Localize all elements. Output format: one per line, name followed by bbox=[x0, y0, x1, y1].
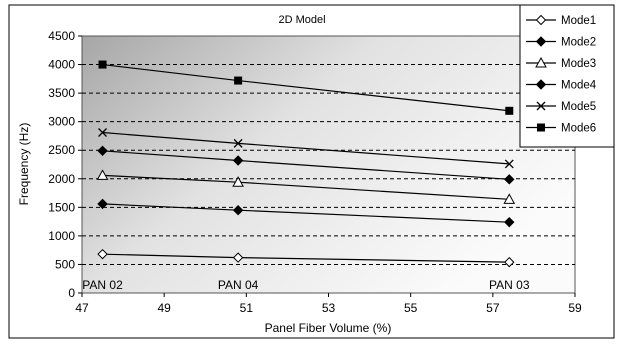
data-point bbox=[504, 256, 515, 268]
plot-area bbox=[81, 35, 576, 294]
legend-entry: Mode4 bbox=[526, 79, 597, 92]
point-label: PAN 04 bbox=[218, 278, 259, 292]
y-tick-labels: 0 500 1000 1500 2000 2500 3000 3500 4000 4500 bbox=[48, 29, 82, 300]
series-mode3 bbox=[96, 169, 516, 204]
data-point bbox=[232, 252, 244, 263]
data-point bbox=[505, 106, 514, 115]
data-point bbox=[98, 60, 107, 69]
data-point bbox=[536, 101, 546, 111]
y-tick-label: 4500 bbox=[48, 29, 75, 43]
series-layer bbox=[96, 60, 516, 268]
legend-entry: Mode1 bbox=[526, 14, 596, 27]
y-tick-label: 3000 bbox=[48, 115, 75, 129]
data-point bbox=[503, 193, 516, 204]
data-point bbox=[535, 56, 547, 68]
series-mode1 bbox=[97, 248, 515, 268]
legend-entry: Mode3 bbox=[526, 56, 596, 70]
chart-title: 2D Model bbox=[278, 14, 325, 26]
series-mode6 bbox=[98, 60, 514, 115]
point-labels: PAN 02 PAN 04 PAN 03 bbox=[82, 278, 530, 292]
legend-entry: Mode5 bbox=[526, 101, 596, 113]
y-tick-label: 1000 bbox=[48, 229, 75, 243]
y-tick-label: 0 bbox=[68, 286, 75, 300]
x-tick-label: 49 bbox=[157, 301, 171, 315]
legend-box bbox=[519, 4, 615, 148]
legend-label: Mode4 bbox=[561, 80, 597, 92]
legend-entry: Mode2 bbox=[526, 36, 596, 49]
legend-label: Mode2 bbox=[561, 37, 596, 49]
x-tick-label: 53 bbox=[322, 301, 336, 315]
legend-label: Mode1 bbox=[561, 15, 596, 27]
data-point bbox=[98, 128, 108, 137]
legend-label: Mode6 bbox=[561, 123, 596, 135]
data-point bbox=[97, 198, 108, 210]
data-point bbox=[97, 145, 108, 157]
series-mode2 bbox=[97, 198, 515, 228]
data-point bbox=[504, 216, 515, 228]
y-axis-label: Frequency (Hz) bbox=[17, 123, 31, 206]
data-point bbox=[537, 123, 545, 132]
legend-label: Mode3 bbox=[561, 58, 596, 70]
data-point bbox=[232, 204, 244, 216]
data-point bbox=[535, 36, 547, 47]
x-tick-label: 47 bbox=[75, 301, 89, 315]
y-tick-label: 1500 bbox=[48, 200, 75, 214]
data-point bbox=[96, 169, 109, 180]
x-tick-label: 55 bbox=[404, 301, 418, 315]
x-axis-label: Panel Fiber Volume (%) bbox=[265, 321, 392, 335]
x-tick-labels: 47 49 51 53 55 57 59 bbox=[75, 293, 582, 315]
data-point bbox=[535, 79, 547, 90]
x-tick-label: 51 bbox=[240, 301, 254, 315]
data-point bbox=[504, 159, 514, 169]
series-mode5 bbox=[98, 128, 514, 169]
y-tick-label: 3500 bbox=[48, 86, 75, 100]
y-tick-label: 500 bbox=[55, 257, 75, 271]
y-tick-label: 2500 bbox=[48, 143, 75, 157]
data-point bbox=[232, 176, 244, 187]
data-point bbox=[232, 155, 244, 166]
legend-label: Mode5 bbox=[561, 101, 596, 113]
series-mode4 bbox=[97, 145, 515, 185]
data-point bbox=[234, 76, 243, 85]
legend: Mode1 Mode2 Mode3 Mode4 Mode5 Mode6 bbox=[519, 4, 615, 148]
y-tick-label: 4000 bbox=[48, 58, 75, 72]
y-tick-label: 2000 bbox=[48, 172, 75, 186]
x-tick-label: 59 bbox=[568, 301, 582, 315]
legend-entry: Mode6 bbox=[526, 123, 596, 135]
point-label: PAN 03 bbox=[489, 278, 530, 292]
data-point bbox=[504, 174, 515, 185]
data-point bbox=[233, 138, 243, 148]
data-point bbox=[97, 248, 108, 260]
point-label: PAN 02 bbox=[82, 278, 123, 292]
x-tick-label: 57 bbox=[486, 301, 500, 315]
data-point bbox=[535, 14, 547, 26]
